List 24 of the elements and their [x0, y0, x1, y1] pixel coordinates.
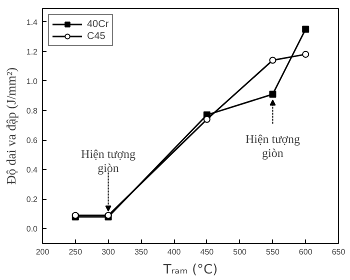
- y-tick-label: 1.4: [26, 18, 38, 27]
- x-tick-label: 400: [167, 248, 182, 256]
- x-tick-label: 650: [332, 248, 346, 256]
- legend-label: 40Cr: [87, 18, 109, 30]
- y-tick-label: 0.4: [26, 166, 38, 175]
- legend-label: C45: [87, 30, 106, 42]
- y-tick-label: 1.0: [26, 76, 38, 86]
- x-tick-label: 250: [68, 248, 83, 256]
- annotation: Hiện tượng giòn: [81, 146, 136, 175]
- x-tick-label: 550: [266, 248, 280, 256]
- y-tick-label: 0.0: [26, 224, 38, 234]
- y-axis-title: Độ dai va đập (J/mm²): [3, 67, 18, 185]
- x-axis-title: Tᵣₐₘ (°C): [162, 262, 218, 278]
- x-tick-label: 300: [102, 248, 116, 256]
- x-tick-label: 350: [134, 248, 148, 256]
- annotation: Hiện tượng giòn: [245, 132, 300, 160]
- y-tick-label: 0.2: [26, 195, 38, 204]
- x-tick-label: 500: [233, 248, 248, 256]
- y-tick-label: 1.2: [26, 47, 38, 56]
- x-tick-label: 450: [200, 248, 214, 256]
- x-tick-label: 600: [298, 248, 313, 256]
- x-tick-label: 200: [36, 248, 50, 256]
- y-tick-label: 0.6: [26, 136, 38, 146]
- y-tick-label: 0.8: [26, 106, 38, 116]
